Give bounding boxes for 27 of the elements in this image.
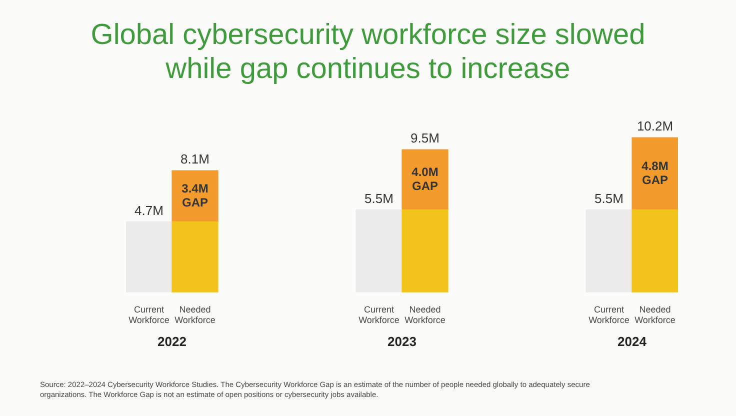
data-label: 4.0M GAP xyxy=(412,164,438,193)
data-label: 4.8M GAP xyxy=(642,158,668,187)
x-tick-label: Current Workforce xyxy=(588,304,630,326)
data-label: 5.5M xyxy=(594,190,624,206)
bar xyxy=(402,209,448,292)
bar xyxy=(126,221,172,292)
x-tick-label: Needed Workforce xyxy=(634,304,676,326)
x-tick-label: Needed Workforce xyxy=(174,304,216,326)
bar xyxy=(172,221,218,292)
x-tick-label: Current Workforce xyxy=(358,304,400,326)
text: 2022 xyxy=(158,334,186,350)
text: 2024 xyxy=(618,334,648,350)
bar xyxy=(356,209,402,292)
x-tick-label: Current Workforce xyxy=(128,304,170,326)
bar xyxy=(632,137,678,210)
bar xyxy=(402,149,448,210)
chart-title: Global cybersecurity workforce size slowed while gap continues to increase xyxy=(90,18,646,86)
data-label: 3.4M GAP xyxy=(182,182,208,210)
data-label: 4.7M xyxy=(134,202,164,218)
bar xyxy=(586,209,632,292)
data-label: 5.5M xyxy=(364,190,394,206)
text: 2023 xyxy=(388,334,416,350)
bar xyxy=(632,209,678,292)
total-label: 10.2M xyxy=(636,118,674,134)
x-tick-label: Needed Workforce xyxy=(404,304,446,326)
total-label: 8.1M xyxy=(180,152,210,167)
total-label: 9.5M xyxy=(410,130,440,146)
